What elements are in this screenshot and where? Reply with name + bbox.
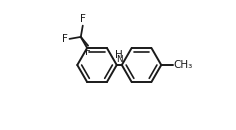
Text: F: F (80, 14, 86, 24)
Text: F: F (85, 47, 91, 57)
Text: F: F (62, 34, 68, 44)
Text: N: N (116, 55, 122, 64)
Text: H: H (115, 50, 123, 60)
Text: CH₃: CH₃ (173, 60, 193, 70)
